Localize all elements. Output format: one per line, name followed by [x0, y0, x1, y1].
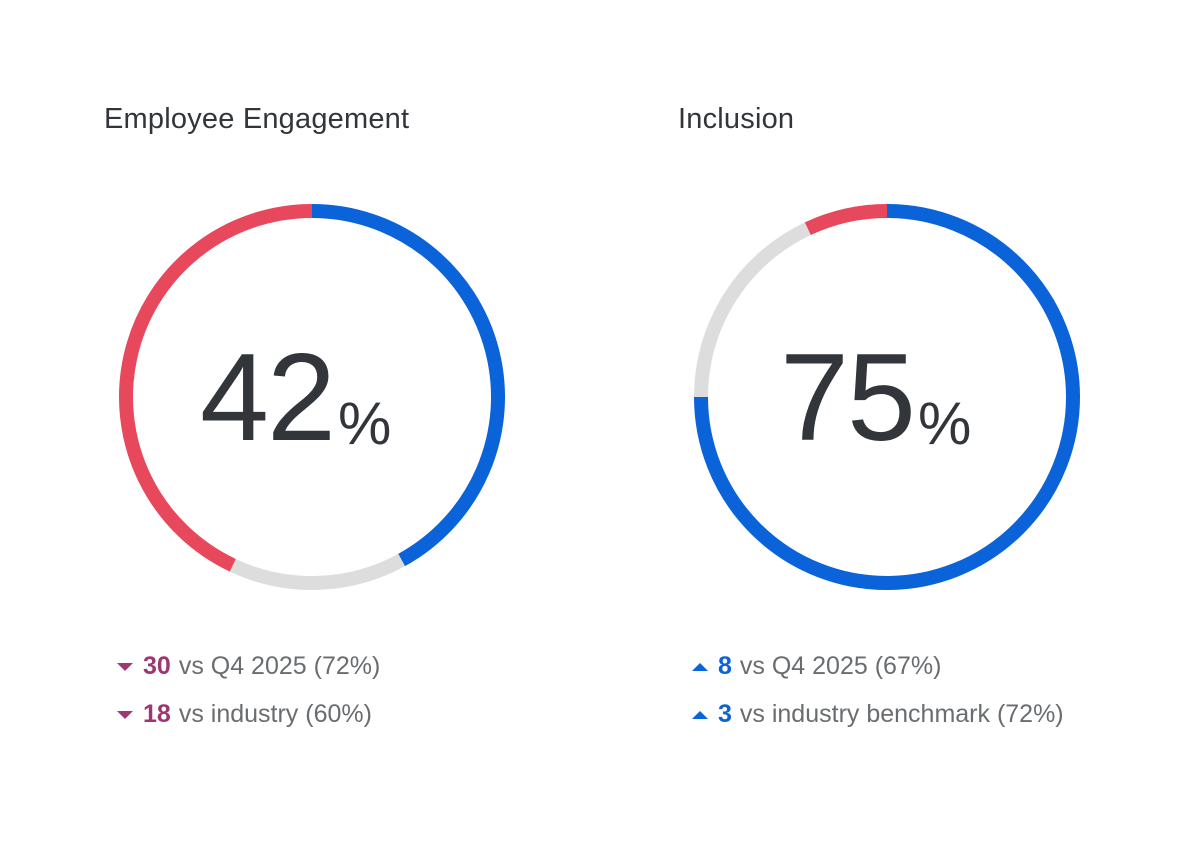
- score-number: 75: [780, 329, 916, 467]
- comparison-text: vs industry (60%): [178, 700, 372, 728]
- trend-down-icon: [117, 662, 133, 671]
- score-value: 75%: [780, 330, 971, 460]
- unfavorable-segment: [804, 204, 888, 236]
- comparison-text: vs Q4 2025 (67%): [739, 652, 942, 680]
- comparison-value: 18: [143, 700, 171, 728]
- comparison-text: vs industry benchmark (72%): [739, 700, 1064, 728]
- unfavorable-segment: [119, 204, 313, 572]
- comparison-row: 18 vs industry (60%): [117, 700, 372, 729]
- score-value: 42%: [200, 330, 391, 460]
- inclusion-card: Inclusion 75% 8 vs Q4 2025 (67%) 3 vs in…: [575, 0, 1135, 854]
- comparison-text: vs Q4 2025 (72%): [178, 652, 381, 680]
- score-donut: [694, 204, 1080, 590]
- score-unit: %: [337, 390, 392, 457]
- card-title: Inclusion: [678, 103, 795, 135]
- comparison-value: 30: [143, 652, 171, 680]
- trend-up-icon: [692, 710, 708, 719]
- score-unit: %: [917, 390, 972, 457]
- comparison-value: 8: [718, 652, 732, 680]
- score-number: 42: [200, 329, 336, 467]
- neutral-segment: [694, 222, 811, 398]
- engagement-card: Employee Engagement 42% 30 vs Q4 2025 (7…: [0, 0, 560, 854]
- comparison-row: 8 vs Q4 2025 (67%): [692, 652, 941, 681]
- comparison-row: 30 vs Q4 2025 (72%): [117, 652, 380, 681]
- favorable-segment: [694, 204, 1080, 590]
- trend-down-icon: [117, 710, 133, 719]
- trend-up-icon: [692, 662, 708, 671]
- neutral-segment: [229, 553, 405, 590]
- comparison-value: 3: [718, 700, 732, 728]
- comparison-row: 3 vs industry benchmark (72%): [692, 700, 1064, 729]
- card-title: Employee Engagement: [104, 103, 410, 135]
- favorable-segment: [311, 204, 505, 567]
- score-donut: [119, 204, 505, 590]
